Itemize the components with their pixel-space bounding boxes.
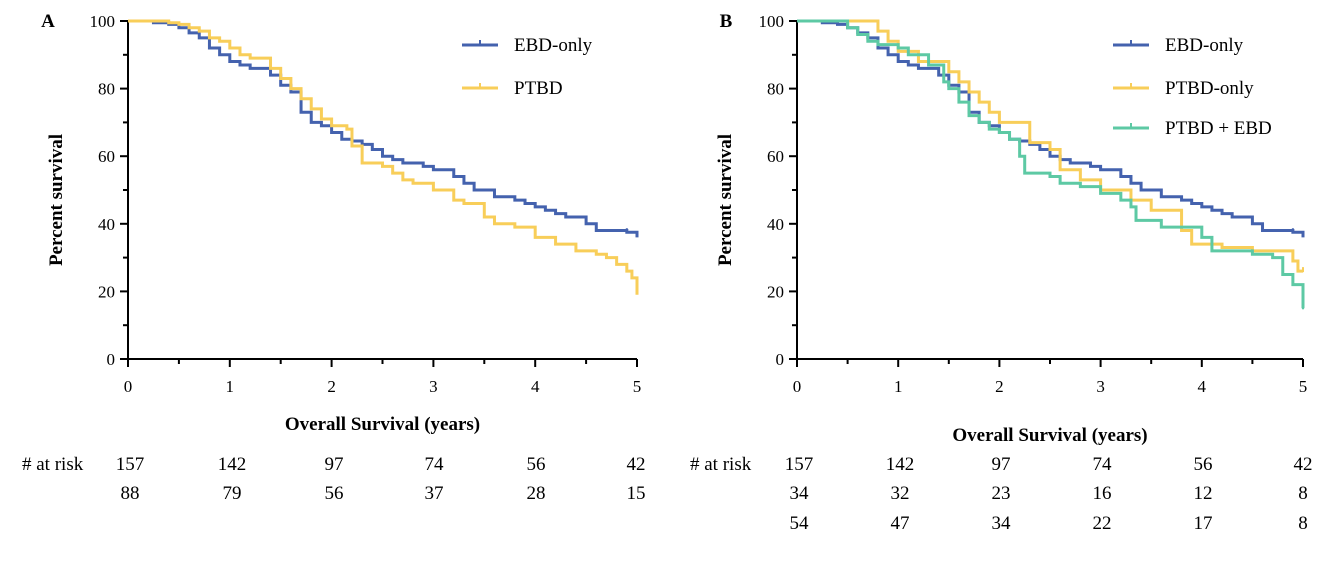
x-tick-label: 4	[531, 377, 540, 396]
risk-cell: 157	[785, 454, 814, 475]
risk-cell: 79	[223, 483, 242, 504]
y-tick-label: 60	[98, 147, 115, 166]
risk-cell: 56	[527, 454, 546, 475]
x-tick-label: 2	[327, 377, 336, 396]
risk-cell: 16	[1093, 483, 1112, 504]
risk-cell: 97	[992, 454, 1011, 475]
y-axis-title: Percent survival	[715, 134, 736, 266]
risk-cell: 56	[325, 483, 344, 504]
risk-cell: 22	[1093, 513, 1112, 534]
y-tick-label: 20	[98, 282, 115, 301]
risk-cell: 34	[790, 483, 810, 504]
x-tick-label: 5	[633, 377, 642, 396]
series-line-ebd-only	[797, 19, 1305, 238]
series-line-ptbd	[128, 19, 639, 295]
risk-cell: 157	[116, 454, 145, 475]
y-tick-label: 40	[98, 215, 115, 234]
y-tick-label: 20	[767, 282, 784, 301]
risk-cell: 23	[992, 483, 1011, 504]
risk-cell: 88	[121, 483, 140, 504]
risk-table-label: # at risk	[690, 454, 752, 475]
legend-label: PTBD-only	[1165, 78, 1254, 99]
risk-cell: 32	[891, 483, 910, 504]
x-tick-label: 3	[1096, 377, 1105, 396]
series-line-ptbd-ebd	[797, 19, 1305, 309]
risk-cell: 42	[1294, 454, 1313, 475]
panel-letter: A	[41, 11, 55, 32]
x-tick-label: 1	[894, 377, 903, 396]
panel-letter: B	[720, 11, 733, 32]
x-tick-label: 0	[793, 377, 802, 396]
risk-cell: 42	[627, 454, 646, 475]
risk-cell: 8	[1298, 513, 1308, 534]
risk-cell: 34	[992, 513, 1012, 534]
x-tick-label: 1	[226, 377, 235, 396]
legend-label: PTBD	[514, 78, 563, 99]
y-axis-title: Percent survival	[46, 134, 67, 266]
x-tick-label: 3	[429, 377, 438, 396]
y-tick-label: 0	[776, 350, 785, 369]
y-tick-label: 100	[90, 12, 116, 31]
risk-cell: 17	[1194, 513, 1213, 534]
legend-label: PTBD + EBD	[1165, 118, 1272, 139]
risk-cell: 54	[790, 513, 810, 534]
risk-cell: 47	[891, 513, 910, 534]
y-tick-label: 40	[767, 215, 784, 234]
x-tick-label: 5	[1299, 377, 1308, 396]
risk-cell: 97	[325, 454, 344, 475]
risk-cell: 12	[1194, 483, 1213, 504]
risk-table-label: # at risk	[22, 454, 84, 475]
legend-label: EBD-only	[514, 35, 593, 56]
risk-cell: 15	[627, 483, 646, 504]
risk-cell: 56	[1194, 454, 1213, 475]
series-line-ebd-only	[128, 19, 639, 238]
x-tick-label: 0	[124, 377, 133, 396]
risk-cell: 74	[1093, 454, 1113, 475]
risk-cell: 142	[886, 454, 915, 475]
x-tick-label: 2	[995, 377, 1004, 396]
x-axis-title: Overall Survival (years)	[285, 414, 480, 435]
y-tick-label: 80	[98, 80, 115, 99]
risk-cell: 74	[425, 454, 445, 475]
x-axis-title: Overall Survival (years)	[952, 425, 1147, 446]
x-tick-label: 4	[1198, 377, 1207, 396]
y-tick-label: 80	[767, 80, 784, 99]
y-tick-label: 0	[107, 350, 116, 369]
risk-cell: 142	[218, 454, 247, 475]
risk-cell: 28	[527, 483, 546, 504]
risk-cell: 8	[1298, 483, 1308, 504]
y-tick-label: 100	[759, 12, 785, 31]
legend-label: EBD-only	[1165, 35, 1244, 56]
risk-cell: 37	[425, 483, 444, 504]
y-tick-label: 60	[767, 147, 784, 166]
